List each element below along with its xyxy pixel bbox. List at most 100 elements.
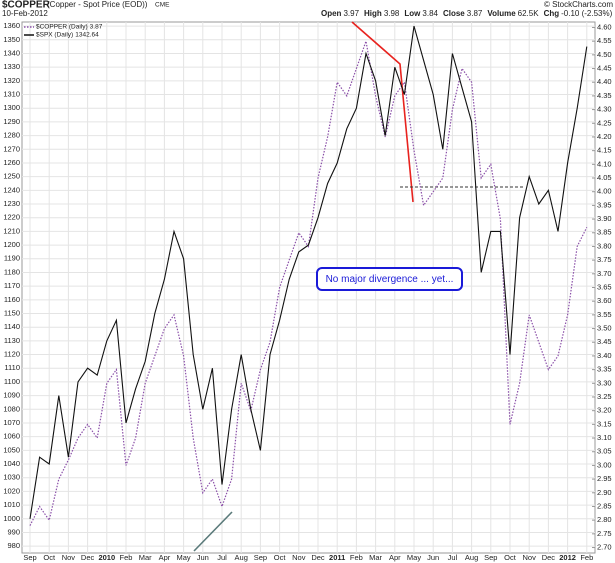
x-tick-label: Oct bbox=[43, 553, 56, 562]
y-tick-label: 1330 bbox=[3, 62, 20, 71]
y-tick-label: 1090 bbox=[3, 391, 20, 400]
x-tick-label: Mar bbox=[139, 553, 152, 562]
instrument-name: (Copper - Spot Price (EOD)) bbox=[47, 0, 148, 9]
y-tick-label: 1030 bbox=[3, 473, 20, 482]
x-tick-label: Nov bbox=[523, 553, 537, 562]
legend-last: 3.87 bbox=[90, 24, 103, 31]
y2-tick-label: 3.75 bbox=[597, 255, 612, 264]
y2-tick-label: 3.40 bbox=[597, 351, 612, 360]
y2-tick-label: 4.00 bbox=[597, 187, 612, 196]
date: 10-Feb-2012 bbox=[2, 9, 48, 18]
y2-tick-label: 3.15 bbox=[597, 419, 612, 428]
y2-tick-label: 2.75 bbox=[597, 529, 612, 538]
x-tick-label: Apr bbox=[389, 553, 401, 562]
y-tick-label: 1200 bbox=[3, 240, 20, 249]
y2-tick-label: 3.05 bbox=[597, 447, 612, 456]
y2-tick-label: 3.35 bbox=[597, 365, 612, 374]
x-tick-label: Dec bbox=[542, 553, 556, 562]
y-tick-label: 1110 bbox=[4, 363, 20, 372]
y2-tick-label: 3.65 bbox=[597, 282, 612, 291]
y-tick-label: 1070 bbox=[3, 418, 20, 427]
x-tick-label: Feb bbox=[120, 553, 133, 562]
y2-tick-label: 3.60 bbox=[597, 296, 612, 305]
x-tick-label: Feb bbox=[350, 553, 363, 562]
x-tick-label: Nov bbox=[62, 553, 76, 562]
x-tick-label: Jul bbox=[217, 553, 227, 562]
y2-tick-label: 4.30 bbox=[597, 105, 612, 114]
x-tick-label: Aug bbox=[235, 553, 248, 562]
y-tick-label: 1120 bbox=[4, 350, 20, 359]
symbol: $COPPER bbox=[2, 0, 51, 11]
y-tick-label: 1140 bbox=[4, 322, 20, 331]
y-tick-label: 1320 bbox=[3, 76, 20, 85]
y-tick-label: 1180 bbox=[4, 267, 20, 276]
y-tick-label: 1340 bbox=[3, 48, 20, 57]
y2-tick-label: 3.30 bbox=[597, 378, 612, 387]
x-tick-label: Jun bbox=[197, 553, 209, 562]
y2-tick-label: 3.50 bbox=[597, 324, 612, 333]
legend-name: $SPX (Daily) bbox=[36, 32, 73, 39]
y2-tick-label: 4.35 bbox=[597, 91, 612, 100]
y-tick-label: 1280 bbox=[3, 131, 20, 140]
y2-tick-label: 3.10 bbox=[597, 433, 612, 442]
y2-tick-label: 2.70 bbox=[597, 543, 612, 552]
y-tick-label: 1310 bbox=[3, 90, 20, 99]
y2-tick-label: 2.90 bbox=[597, 488, 612, 497]
y2-tick-label: 3.25 bbox=[597, 392, 612, 401]
y-tick-label: 1220 bbox=[3, 213, 20, 222]
y-tick-label: 980 bbox=[7, 541, 20, 550]
y-tick-label: 1240 bbox=[3, 185, 20, 194]
y-tick-label: 1080 bbox=[3, 404, 20, 413]
x-tick-label: 2011 bbox=[329, 553, 345, 562]
x-tick-label: Mar bbox=[369, 553, 382, 562]
x-tick-label: Jul bbox=[448, 553, 458, 562]
y2-tick-label: 3.85 bbox=[597, 228, 612, 237]
x-tick-label: Nov bbox=[292, 553, 306, 562]
x-tick-label: Apr bbox=[159, 553, 171, 562]
trend-line bbox=[351, 21, 414, 203]
y-tick-label: 1130 bbox=[4, 336, 20, 345]
y2-tick-label: 2.85 bbox=[597, 501, 612, 510]
copyright: © StockCharts.com bbox=[544, 0, 613, 9]
x-tick-label: Jun bbox=[427, 553, 439, 562]
x-tick-label: Dec bbox=[81, 553, 95, 562]
quote-value: 3.97 bbox=[343, 9, 359, 18]
y-tick-label: 1210 bbox=[3, 226, 20, 235]
y2-tick-label: 3.55 bbox=[597, 310, 612, 319]
y2-tick-label: 3.80 bbox=[597, 241, 612, 250]
x-tick-label: May bbox=[407, 553, 421, 562]
y2-tick-label: 3.90 bbox=[597, 214, 612, 223]
x-tick-label: Aug bbox=[465, 553, 478, 562]
x-tick-label: Sep bbox=[254, 553, 267, 562]
y2-tick-label: 4.15 bbox=[597, 146, 612, 155]
x-tick-label: Oct bbox=[274, 553, 287, 562]
y-tick-label: 1050 bbox=[3, 445, 20, 454]
y-tick-label: 1250 bbox=[3, 172, 20, 181]
quote-value: 3.98 bbox=[384, 9, 400, 18]
x-tick-label: Oct bbox=[504, 553, 517, 562]
x-tick-label: 2010 bbox=[98, 553, 115, 562]
y2-tick-label: 4.05 bbox=[597, 173, 612, 182]
y-tick-label: 1260 bbox=[3, 158, 20, 167]
y-tick-label: 1230 bbox=[3, 199, 20, 208]
y-tick-label: 1360 bbox=[3, 21, 20, 30]
x-tick-label: Sep bbox=[23, 553, 36, 562]
y-tick-label: 1040 bbox=[3, 459, 20, 468]
y-tick-label: 1270 bbox=[3, 144, 20, 153]
series-line bbox=[29, 25, 588, 519]
y-tick-label: 1060 bbox=[3, 432, 20, 441]
y2-tick-label: 3.70 bbox=[597, 269, 612, 278]
y2-tick-label: 4.10 bbox=[597, 159, 612, 168]
quote-value: 3.87 bbox=[467, 9, 483, 18]
y-tick-label: 1170 bbox=[4, 281, 20, 290]
y-tick-label: 990 bbox=[7, 527, 20, 536]
x-tick-label: Sep bbox=[484, 553, 497, 562]
annotation: No major divergence ... yet... bbox=[326, 274, 454, 285]
y2-tick-label: 4.20 bbox=[597, 132, 612, 141]
y2-tick-label: 2.80 bbox=[597, 515, 612, 524]
y-tick-label: 1350 bbox=[3, 35, 20, 44]
y2-tick-label: 3.20 bbox=[597, 406, 612, 415]
quote-value: -0.10 (-2.53%) bbox=[561, 9, 612, 18]
